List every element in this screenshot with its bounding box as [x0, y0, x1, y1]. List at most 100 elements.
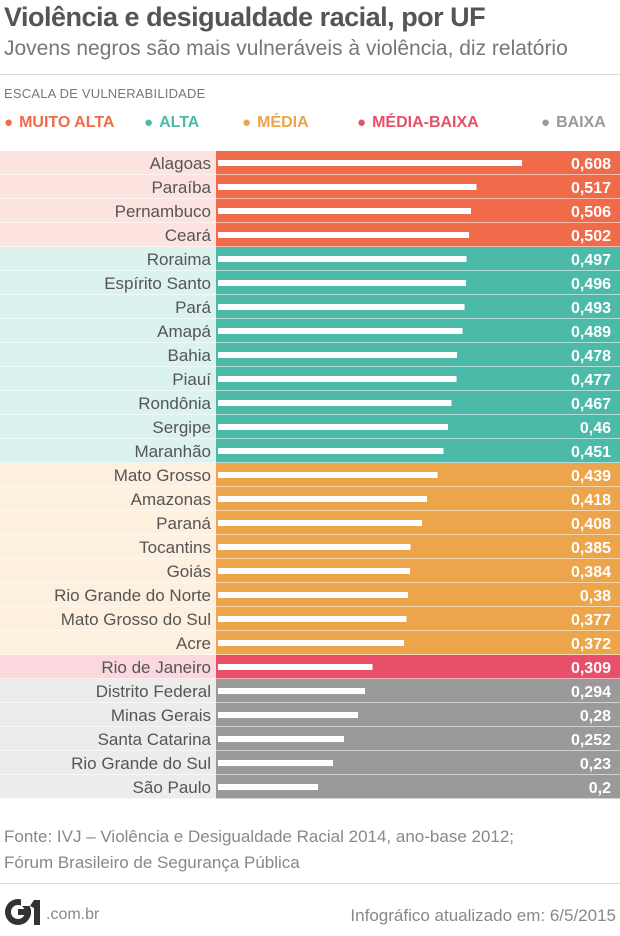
category-label: Amazonas [131, 490, 211, 509]
bar-amazonas [218, 496, 427, 502]
value-label: 0,467 [571, 396, 611, 413]
page-title: Violência e desigualdade racial, por UF [4, 2, 486, 32]
category-label: Bahia [168, 346, 212, 365]
row-background [0, 727, 216, 751]
bar-piauí [218, 376, 457, 382]
source-line-1: Fonte: IVJ – Violência e Desigualdade Ra… [4, 827, 515, 846]
bar-ceará [218, 232, 469, 238]
value-label: 0,309 [571, 660, 611, 677]
row-background [0, 295, 216, 319]
value-label: 0,506 [571, 204, 611, 221]
row-background [0, 607, 216, 631]
legend-dot-icon: ● [242, 114, 252, 131]
row-background [0, 655, 216, 679]
row-background [0, 583, 216, 607]
bottom-divider [0, 883, 620, 884]
top-divider [0, 74, 620, 75]
row-background [0, 319, 216, 343]
bar-rondônia [218, 400, 452, 406]
row-background [0, 151, 216, 175]
category-label: Goiás [167, 562, 211, 581]
value-label: 0,28 [580, 708, 611, 725]
bar-rio-grande-do-sul [218, 760, 333, 766]
category-label: Ceará [165, 226, 212, 245]
row-background [0, 559, 216, 583]
bar-pará [218, 304, 465, 310]
category-label: Rondônia [138, 394, 211, 413]
category-label: Pará [175, 298, 211, 317]
value-label: 0,2 [589, 780, 611, 797]
legend-dot-icon: ● [357, 114, 367, 131]
category-label: Mato Grosso [114, 466, 211, 485]
bar-paraná [218, 520, 422, 526]
bar-sergipe [218, 424, 448, 430]
value-label: 0,46 [580, 420, 611, 437]
legend-label: ALTA [159, 114, 200, 131]
category-label: Maranhão [134, 442, 211, 461]
category-label: Roraima [147, 250, 212, 269]
row-background [0, 775, 216, 799]
category-label: Santa Catarina [98, 730, 212, 749]
row-background [0, 463, 216, 487]
legend-label: BAIXA [556, 114, 606, 131]
value-label: 0,385 [571, 540, 611, 557]
source-line-2: Fórum Brasileiro de Segurança Pública [4, 853, 300, 872]
row-background [0, 415, 216, 439]
bar-alagoas [218, 160, 522, 166]
source-note: Fonte: IVJ – Violência e Desigualdade Ra… [4, 824, 514, 876]
row-background [0, 535, 216, 559]
category-label: Rio de Janeiro [101, 658, 211, 677]
bar-mato-grosso [218, 472, 438, 478]
bar-bahia [218, 352, 457, 358]
row-background [0, 223, 216, 247]
bar-rio-grande-do-norte [218, 592, 408, 598]
legend-item-baixa: ● BAIXA [541, 114, 606, 132]
value-label: 0,497 [571, 252, 611, 269]
category-label: Paraná [156, 514, 211, 533]
value-label: 0,493 [571, 300, 611, 317]
category-label: Mato Grosso do Sul [61, 610, 211, 629]
row-background [0, 199, 216, 223]
row-background [0, 511, 216, 535]
bar-são-paulo [218, 784, 318, 790]
value-label: 0,377 [571, 612, 611, 629]
bar-distrito-federal [218, 688, 365, 694]
value-label: 0,439 [571, 468, 611, 485]
row-background [0, 391, 216, 415]
chart-svg: Alagoas 0,608 Paraíba 0,517 Pernambuco 0,506 C… [0, 151, 620, 799]
legend-dot-icon: ● [144, 114, 154, 131]
bar-goiás [218, 568, 410, 574]
bar-pernambuco [218, 208, 471, 214]
bar-acre [218, 640, 404, 646]
bar-paraíba [218, 184, 477, 190]
category-label: Pernambuco [115, 202, 211, 221]
row-background [0, 247, 216, 271]
row-background [0, 175, 216, 199]
bar-mato-grosso-do-sul [218, 616, 407, 622]
row-background [0, 487, 216, 511]
category-label: Tocantins [139, 538, 211, 557]
value-label: 0,38 [580, 588, 611, 605]
category-label: Rio Grande do Norte [54, 586, 211, 605]
row-background [0, 271, 216, 295]
value-label: 0,372 [571, 636, 611, 653]
legend-item-alta: ● ALTA [144, 114, 199, 132]
row-background [0, 367, 216, 391]
row-background [0, 751, 216, 775]
category-label: Espírito Santo [104, 274, 211, 293]
category-label: Alagoas [150, 154, 211, 173]
legend-label: MÉDIA-BAIXA [372, 114, 479, 131]
category-label: Sergipe [152, 418, 211, 437]
row-background [0, 343, 216, 367]
bar-amapá [218, 328, 463, 334]
value-label: 0,478 [571, 348, 611, 365]
value-label: 0,517 [571, 180, 611, 197]
value-label: 0,294 [571, 684, 611, 701]
row-background [0, 679, 216, 703]
value-label: 0,23 [580, 756, 611, 773]
legend-dot-icon: ● [4, 114, 14, 131]
legend-item-muito-alta: ● MUITO ALTA [4, 114, 114, 132]
legend-dot-icon: ● [541, 114, 551, 131]
bar-tocantins [218, 544, 411, 550]
row-background [0, 631, 216, 655]
